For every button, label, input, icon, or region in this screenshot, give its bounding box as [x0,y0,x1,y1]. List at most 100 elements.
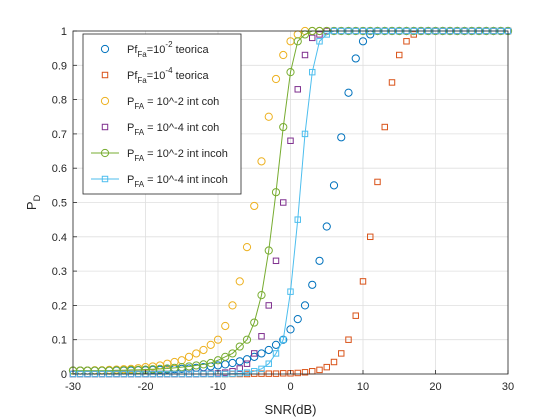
legend-item: PFA = 10^-4 int incoh [91,174,228,189]
legend-label-part: = 10^-4 int coh [144,122,219,134]
data-point [403,38,410,45]
data-point [236,365,243,372]
legend-marker [100,44,110,54]
y-tick-label: 0 [61,369,67,381]
data-point [294,369,301,377]
data-point [213,335,223,344]
legend-label-part: FA [134,154,144,163]
legend-label-part: P [127,174,134,186]
data-point [308,280,317,289]
data-point [300,301,310,310]
data-point [235,357,244,366]
data-point [293,315,302,324]
data-point [293,37,302,46]
data-point [309,34,316,42]
data-point [344,88,353,97]
legend-label-part: = 10^-2 int incoh [144,148,228,160]
data-point [184,352,194,361]
data-point [279,122,288,132]
legend-item: PfFa=10-2 teorica [100,40,210,59]
data-point [287,137,294,144]
data-point [243,369,251,376]
data-point [352,312,359,319]
data-point [242,335,252,344]
data-point [192,349,201,358]
y-tick-label: 0.3 [52,266,67,278]
data-point [221,352,230,361]
data-point [280,199,287,206]
data-point [338,350,345,357]
legend-marker [100,96,110,106]
data-point [250,318,259,327]
legend-box [82,33,242,195]
data-point [351,54,360,63]
ticks: -30 -20 -10 0 10 20 30 0 0.1 0.2 0.3 0.4 0.5 0.6 0.7 0.… [52,26,514,393]
legend-marker [100,148,110,158]
data-point [280,336,287,343]
data-point [271,74,281,84]
y-axis-label-sub: D [32,194,42,201]
legend-label: PFA = 10^-2 int coh [127,96,219,111]
x-axis-label: SNR(dB) [264,402,316,417]
data-point [330,358,338,366]
data-point [316,366,323,374]
data-point [271,188,281,197]
data-point [374,178,381,186]
x-tick-label: -10 [210,381,226,393]
legend-label-part: Fa [137,50,147,59]
data-point [329,181,339,190]
y-tick-label: 0.6 [52,163,67,175]
data-point [272,257,280,265]
data-point [279,335,288,344]
legend-label-part: teorica [173,44,210,56]
legend-label: PFA = 10^-4 int coh [127,122,219,137]
data-point [264,246,273,255]
x-tick-label: 0 [287,381,293,393]
legend-label-part: Fa [137,76,147,85]
y-tick-label: 0.4 [52,232,67,244]
legend-label-part: FA [134,180,144,189]
legend-item: PFA = 10^-2 int incoh [91,148,228,163]
data-point [257,349,266,358]
data-point [228,301,237,310]
legend-label-part: FA [134,102,144,111]
legend-label-part: teorica [173,70,210,82]
data-point [294,86,301,93]
data-point [242,242,252,252]
y-axis-label: PD [24,194,42,210]
legend-label-part: -2 [165,40,173,49]
x-tick-label: -20 [138,381,154,393]
y-tick-label: 0.5 [52,198,67,210]
y-tick-label: 0.8 [52,95,67,107]
data-point [287,288,294,295]
data-point [323,363,330,371]
y-tick-label: 0.1 [52,335,67,347]
legend-marker [101,123,109,131]
legend-label-part: = 10^-4 int incoh [144,174,228,186]
data-point [206,340,215,349]
data-point [388,79,396,86]
data-point [294,216,301,223]
data-point [286,68,295,77]
data-point [250,352,259,361]
data-point [359,278,367,285]
data-point [206,358,215,368]
legend-label-part: P [127,96,134,108]
data-point [257,157,266,166]
legend-label: PFA = 10^-2 int incoh [127,148,228,163]
data-point [228,349,237,358]
legend-label-part: = 10^-2 int coh [144,96,219,108]
legend-item: PFA = 10^-2 int coh [100,96,219,111]
series-5 [68,26,513,375]
data-point [279,50,288,60]
legend-label: PfFa=10-4 teorica [127,66,210,85]
data-point [264,345,273,355]
legend-label-part: =10 [147,44,166,56]
data-point [265,360,272,367]
data-point [367,233,374,241]
y-tick-label: 0.9 [52,60,67,72]
data-point [309,68,316,76]
x-tick-label: -30 [65,381,81,393]
data-point [199,345,208,355]
